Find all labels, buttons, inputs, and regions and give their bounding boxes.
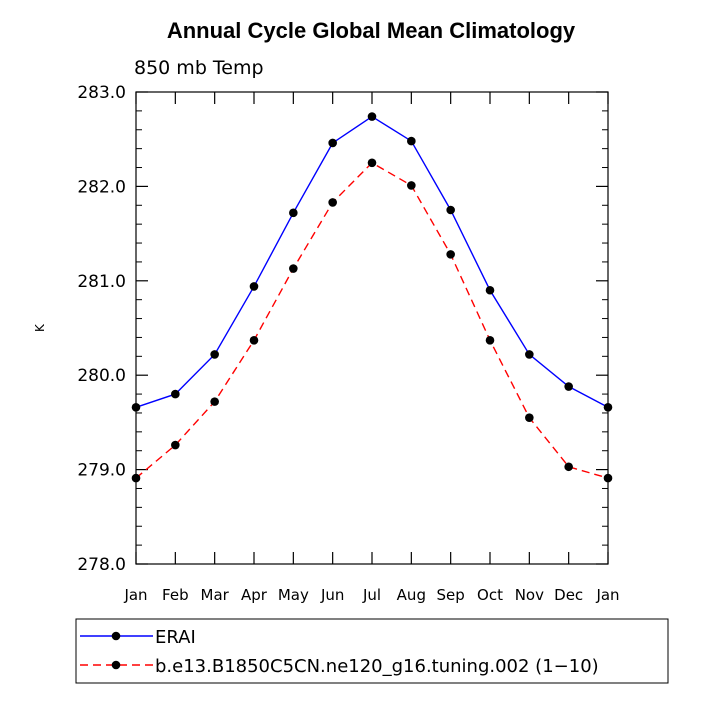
series-2-point <box>328 198 337 207</box>
x-tick-label: Jan <box>595 586 619 604</box>
series-1-point <box>525 350 534 359</box>
chart-subtitle: 850 mb Temp <box>134 57 264 79</box>
series-2-point <box>407 181 416 190</box>
x-tick-label: Aug <box>397 586 426 604</box>
series-2-point <box>210 397 219 406</box>
series-2-point <box>367 158 377 168</box>
series-1-point <box>367 112 377 121</box>
series-1-point <box>446 205 455 215</box>
series-2-point <box>564 462 573 472</box>
x-tick-label: Jan <box>123 586 147 604</box>
series-2-point <box>525 413 534 422</box>
x-tick-label: Nov <box>515 586 544 604</box>
legend-marker-1 <box>111 631 121 641</box>
y-tick-label: 279.0 <box>77 461 126 481</box>
series-2-point <box>171 440 180 450</box>
x-tick-label: Mar <box>201 586 230 604</box>
x-tick-label: May <box>278 586 309 604</box>
y-tick-label: 282.0 <box>77 177 126 197</box>
x-tick-label: Sep <box>437 586 465 604</box>
series-1-point <box>564 382 573 391</box>
series-2-point <box>446 250 455 259</box>
series-1-point <box>249 282 259 291</box>
x-tick-label: Jun <box>320 586 344 604</box>
series-1-point <box>328 138 337 148</box>
series-1-point <box>407 136 416 146</box>
legend-marker-2 <box>111 660 121 670</box>
legend-label-2: b.e13.B1850C5CN.ne120_g16.tuning.002 (1−… <box>155 656 599 677</box>
series-1-point <box>603 402 613 412</box>
y-axis-label: K <box>33 323 47 332</box>
legend-label-1: ERAI <box>155 627 196 648</box>
x-tick-label: Oct <box>477 586 503 604</box>
x-tick-label: Apr <box>241 586 268 604</box>
y-tick-label: 280.0 <box>77 366 126 386</box>
x-tick-label: Dec <box>554 586 583 604</box>
series-1-point <box>485 285 495 295</box>
chart-title: Annual Cycle Global Mean Climatology <box>167 18 576 43</box>
legend-box <box>75 618 669 684</box>
series-1-point <box>210 350 219 359</box>
series-2-point <box>131 473 141 483</box>
series-2-point <box>603 473 613 483</box>
x-tick-label: Jul <box>362 586 381 604</box>
y-tick-label: 278.0 <box>77 555 126 575</box>
x-axis: Jan Feb Mar Apr May Jun Jul Aug Sep Oct Nov Dec Jan <box>123 92 620 604</box>
series-1-point <box>131 402 141 412</box>
series-2-point <box>249 335 259 345</box>
legend: ERAI b.e13.B1850C5CN.ne120_g16.tuning.002… <box>75 618 669 684</box>
series-2-point <box>289 264 298 273</box>
x-tick-label: Feb <box>162 586 189 604</box>
series-1-point <box>171 389 180 399</box>
series-layer <box>131 112 613 483</box>
y-tick-label: 283.0 <box>77 83 126 103</box>
series-1-point <box>289 208 298 218</box>
series-2-point <box>485 335 495 345</box>
y-tick-label: 281.0 <box>77 272 126 292</box>
y-axis: 278.0 279.0 280.0 281.0 282.0 283.0 <box>77 83 608 575</box>
series-line-2 <box>135 161 609 479</box>
